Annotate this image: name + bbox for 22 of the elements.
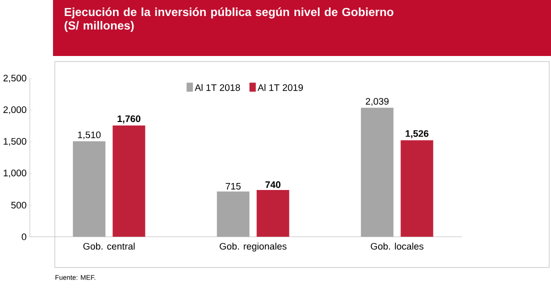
data-label: 2,039 xyxy=(366,98,389,106)
chart-title: Ejecución de la inversión pública según nivel de Gobierno xyxy=(64,7,394,18)
y-tick-label: 0 xyxy=(22,233,26,240)
legend-label: Al 1T 2019 xyxy=(258,84,303,91)
x-tick-label: Gob. regionales xyxy=(220,242,287,252)
data-label: 715 xyxy=(226,182,241,190)
bar xyxy=(112,125,146,237)
x-tick-label: Gob. locales xyxy=(370,242,424,250)
y-tick-label: 1,000 xyxy=(4,170,26,178)
x-tick-label: Gob. central xyxy=(83,242,135,250)
y-tick-label: 2,000 xyxy=(3,106,26,114)
data-label: 1,526 xyxy=(406,130,428,138)
data-label: 740 xyxy=(265,181,280,188)
bar xyxy=(400,140,434,237)
y-tick-label: 1,500 xyxy=(4,138,26,146)
legend-label: Al 1T 2018 xyxy=(194,84,240,91)
data-label: 1,760 xyxy=(118,115,140,124)
bar xyxy=(256,190,290,237)
y-tick-label: 2,500 xyxy=(3,74,26,82)
data-label: 1,510 xyxy=(78,131,101,140)
y-tick-label: 500 xyxy=(11,202,26,208)
chart-subtitle: (S/ millones) xyxy=(64,20,134,32)
